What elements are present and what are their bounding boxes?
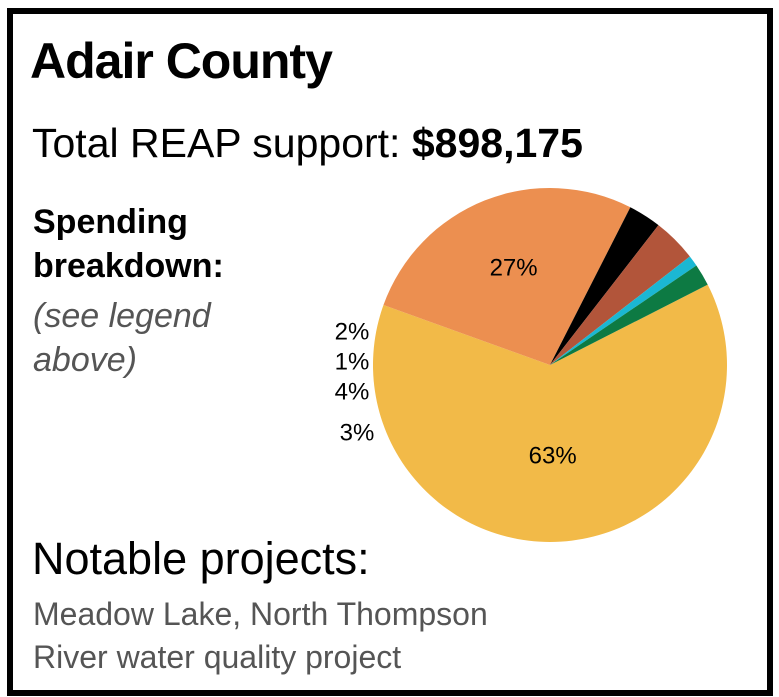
total-support-label: Total REAP support: (32, 120, 401, 166)
notable-projects-title: Notable projects: (32, 533, 370, 584)
page-title: Adair County (30, 33, 333, 89)
pie-slice (550, 225, 690, 365)
total-support: Total REAP support: $898,175 (32, 123, 583, 164)
pie-slice-label: 1% (335, 348, 370, 375)
spending-heading: Spending breakdown: (33, 200, 224, 288)
pie-slice-label: 63% (529, 442, 577, 469)
pie-slice (550, 256, 697, 365)
pie-slice (372, 284, 727, 542)
legend-note-line1: (see legend (33, 297, 211, 335)
notable-projects-line2: River water quality project (33, 639, 402, 675)
notable-projects-text: Meadow Lake, North Thompson River water … (33, 593, 733, 679)
pie-slice-label: 3% (340, 419, 375, 446)
legend-note-line2: above) (33, 341, 137, 379)
pie-slice-label: 27% (490, 254, 538, 281)
notable-projects-line1: Meadow Lake, North Thompson (33, 596, 488, 632)
pie-slice-label: 4% (335, 378, 370, 405)
pie-slice (383, 187, 631, 365)
spending-pie-chart: 63% 27% 3% 4% 1% 2% (335, 187, 727, 542)
pie-slice (550, 265, 708, 365)
legend-note: (see legend above) (33, 294, 263, 382)
pie-slice (550, 207, 659, 365)
pie-slice-label: 2% (335, 318, 370, 345)
spending-heading-line2: breakdown: (33, 247, 224, 285)
spending-heading-line1: Spending (33, 203, 188, 241)
total-support-value: $898,175 (411, 120, 583, 166)
